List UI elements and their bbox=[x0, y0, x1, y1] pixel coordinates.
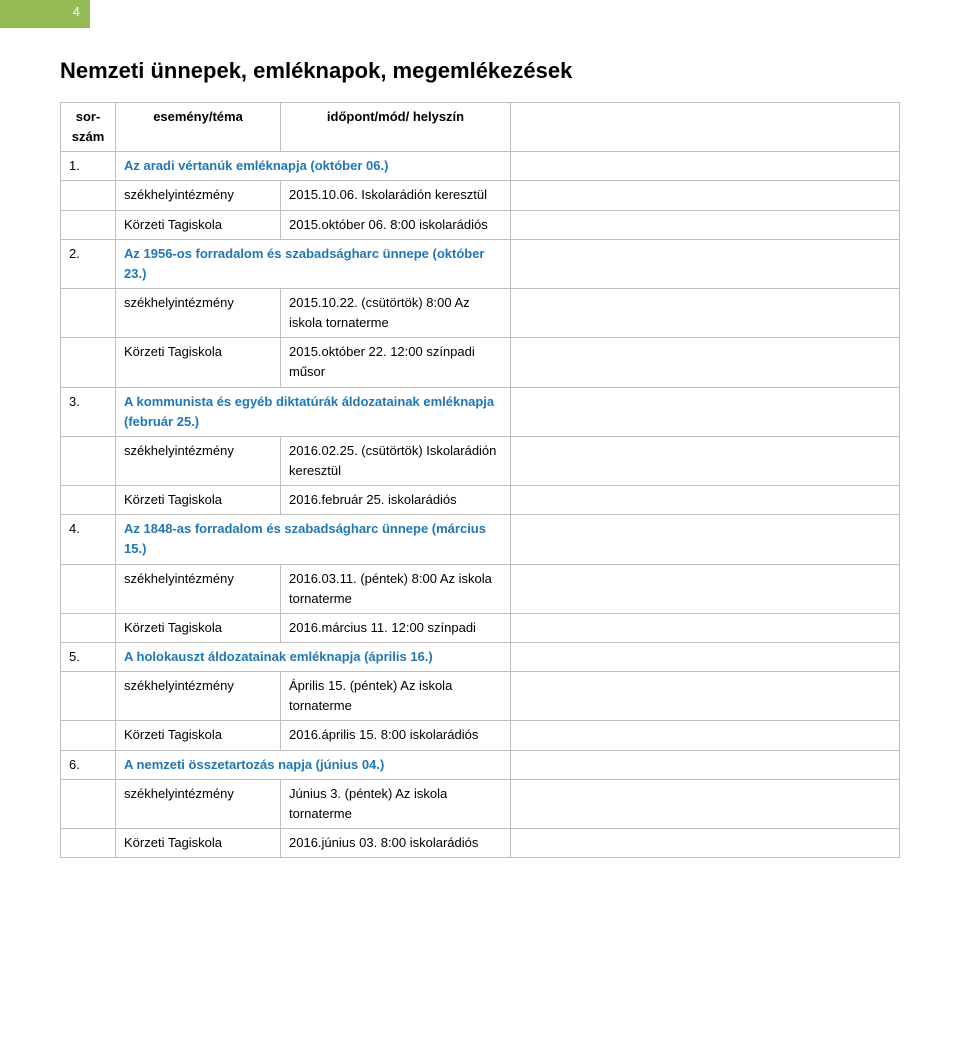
label-szek: székhelyintézmény bbox=[116, 779, 281, 828]
empty-cell bbox=[61, 436, 116, 485]
empty-cell bbox=[511, 239, 900, 288]
event-title-row: 5. A holokauszt áldozatainak emléknapja … bbox=[61, 642, 900, 671]
empty-cell bbox=[61, 288, 116, 337]
empty-cell bbox=[61, 828, 116, 857]
event-title: A kommunista és egyéb diktatúrák áldozat… bbox=[116, 387, 511, 436]
empty-cell bbox=[511, 828, 900, 857]
event-korz-row: Körzeti Tagiskola 2015.október 06. 8:00 … bbox=[61, 210, 900, 239]
empty-cell bbox=[61, 779, 116, 828]
event-korz-value: 2016.március 11. 12:00 színpadi bbox=[281, 613, 511, 642]
label-szek: székhelyintézmény bbox=[116, 564, 281, 613]
event-title: Az 1848-as forradalom és szabadságharc ü… bbox=[116, 515, 511, 564]
empty-cell bbox=[61, 486, 116, 515]
events-table: sor-szám esemény/téma időpont/mód/ helys… bbox=[60, 102, 900, 858]
empty-cell bbox=[511, 564, 900, 613]
label-korz: Körzeti Tagiskola bbox=[116, 613, 281, 642]
event-title-row: 3. A kommunista és egyéb diktatúrák áldo… bbox=[61, 387, 900, 436]
event-szek-row: székhelyintézmény 2015.10.06. Iskolarádi… bbox=[61, 181, 900, 210]
event-szek-value: 2016.02.25. (csütörtök) Iskolarádión ker… bbox=[281, 436, 511, 485]
empty-cell bbox=[511, 779, 900, 828]
empty-cell bbox=[511, 750, 900, 779]
event-title-row: 2. Az 1956-os forradalom és szabadsághar… bbox=[61, 239, 900, 288]
page-content: Nemzeti ünnepek, emléknapok, megemlékezé… bbox=[0, 28, 960, 898]
label-szek: székhelyintézmény bbox=[116, 181, 281, 210]
empty-cell bbox=[511, 210, 900, 239]
empty-cell bbox=[61, 613, 116, 642]
event-number: 6. bbox=[61, 750, 116, 779]
event-korz-row: Körzeti Tagiskola 2016.április 15. 8:00 … bbox=[61, 721, 900, 750]
event-number: 2. bbox=[61, 239, 116, 288]
label-szek: székhelyintézmény bbox=[116, 672, 281, 721]
event-korz-value: 2016.június 03. 8:00 iskolarádiós bbox=[281, 828, 511, 857]
label-szek: székhelyintézmény bbox=[116, 288, 281, 337]
event-korz-row: Körzeti Tagiskola 2015.október 22. 12:00… bbox=[61, 338, 900, 387]
empty-cell bbox=[511, 338, 900, 387]
label-korz: Körzeti Tagiskola bbox=[116, 338, 281, 387]
empty-cell bbox=[511, 486, 900, 515]
header-esemeny: esemény/téma bbox=[116, 103, 281, 152]
event-korz-row: Körzeti Tagiskola 2016.március 11. 12:00… bbox=[61, 613, 900, 642]
empty-cell bbox=[511, 436, 900, 485]
event-title: A nemzeti összetartozás napja (június 04… bbox=[116, 750, 511, 779]
empty-cell bbox=[511, 288, 900, 337]
event-szek-row: székhelyintézmény 2016.03.11. (péntek) 8… bbox=[61, 564, 900, 613]
page-title: Nemzeti ünnepek, emléknapok, megemlékezé… bbox=[60, 58, 900, 84]
event-number: 5. bbox=[61, 642, 116, 671]
event-korz-value: 2015.október 06. 8:00 iskolarádiós bbox=[281, 210, 511, 239]
empty-cell bbox=[511, 181, 900, 210]
event-title-row: 6. A nemzeti összetartozás napja (június… bbox=[61, 750, 900, 779]
event-szek-row: székhelyintézmény 2016.02.25. (csütörtök… bbox=[61, 436, 900, 485]
event-title-row: 4. Az 1848-as forradalom és szabadsághar… bbox=[61, 515, 900, 564]
event-korz-value: 2016.április 15. 8:00 iskolarádiós bbox=[281, 721, 511, 750]
event-title-row: 1. Az aradi vértanúk emléknapja (október… bbox=[61, 152, 900, 181]
event-number: 1. bbox=[61, 152, 116, 181]
event-korz-row: Körzeti Tagiskola 2016.február 25. iskol… bbox=[61, 486, 900, 515]
event-number: 4. bbox=[61, 515, 116, 564]
event-szek-value: Április 15. (péntek) Az iskola tornaterm… bbox=[281, 672, 511, 721]
event-szek-value: 2015.10.22. (csütörtök) 8:00 Az iskola t… bbox=[281, 288, 511, 337]
event-szek-row: székhelyintézmény Június 3. (péntek) Az … bbox=[61, 779, 900, 828]
label-korz: Körzeti Tagiskola bbox=[116, 721, 281, 750]
event-szek-row: székhelyintézmény Április 15. (péntek) A… bbox=[61, 672, 900, 721]
header-empty bbox=[511, 103, 900, 152]
empty-cell bbox=[61, 672, 116, 721]
event-szek-value: 2016.03.11. (péntek) 8:00 Az iskola torn… bbox=[281, 564, 511, 613]
header-idopont: időpont/mód/ helyszín bbox=[281, 103, 511, 152]
table-header-row: sor-szám esemény/téma időpont/mód/ helys… bbox=[61, 103, 900, 152]
empty-cell bbox=[61, 564, 116, 613]
event-title: A holokauszt áldozatainak emléknapja (áp… bbox=[116, 642, 511, 671]
label-korz: Körzeti Tagiskola bbox=[116, 210, 281, 239]
event-szek-value: Június 3. (péntek) Az iskola tornaterme bbox=[281, 779, 511, 828]
empty-cell bbox=[511, 721, 900, 750]
label-szek: székhelyintézmény bbox=[116, 436, 281, 485]
label-korz: Körzeti Tagiskola bbox=[116, 486, 281, 515]
empty-cell bbox=[61, 181, 116, 210]
event-szek-row: székhelyintézmény 2015.10.22. (csütörtök… bbox=[61, 288, 900, 337]
label-korz: Körzeti Tagiskola bbox=[116, 828, 281, 857]
event-szek-value: 2015.10.06. Iskolarádión keresztül bbox=[281, 181, 511, 210]
event-korz-value: 2016.február 25. iskolarádiós bbox=[281, 486, 511, 515]
empty-cell bbox=[511, 642, 900, 671]
empty-cell bbox=[61, 721, 116, 750]
event-korz-row: Körzeti Tagiskola 2016.június 03. 8:00 i… bbox=[61, 828, 900, 857]
empty-cell bbox=[61, 338, 116, 387]
page-number-badge: 4 bbox=[0, 0, 90, 28]
event-korz-value: 2015.október 22. 12:00 színpadi műsor bbox=[281, 338, 511, 387]
event-title: Az aradi vértanúk emléknapja (október 06… bbox=[116, 152, 511, 181]
event-number: 3. bbox=[61, 387, 116, 436]
header-sorszam: sor-szám bbox=[61, 103, 116, 152]
event-title: Az 1956-os forradalom és szabadságharc ü… bbox=[116, 239, 511, 288]
empty-cell bbox=[511, 613, 900, 642]
page-number: 4 bbox=[73, 4, 80, 19]
empty-cell bbox=[61, 210, 116, 239]
empty-cell bbox=[511, 152, 900, 181]
empty-cell bbox=[511, 515, 900, 564]
empty-cell bbox=[511, 387, 900, 436]
empty-cell bbox=[511, 672, 900, 721]
